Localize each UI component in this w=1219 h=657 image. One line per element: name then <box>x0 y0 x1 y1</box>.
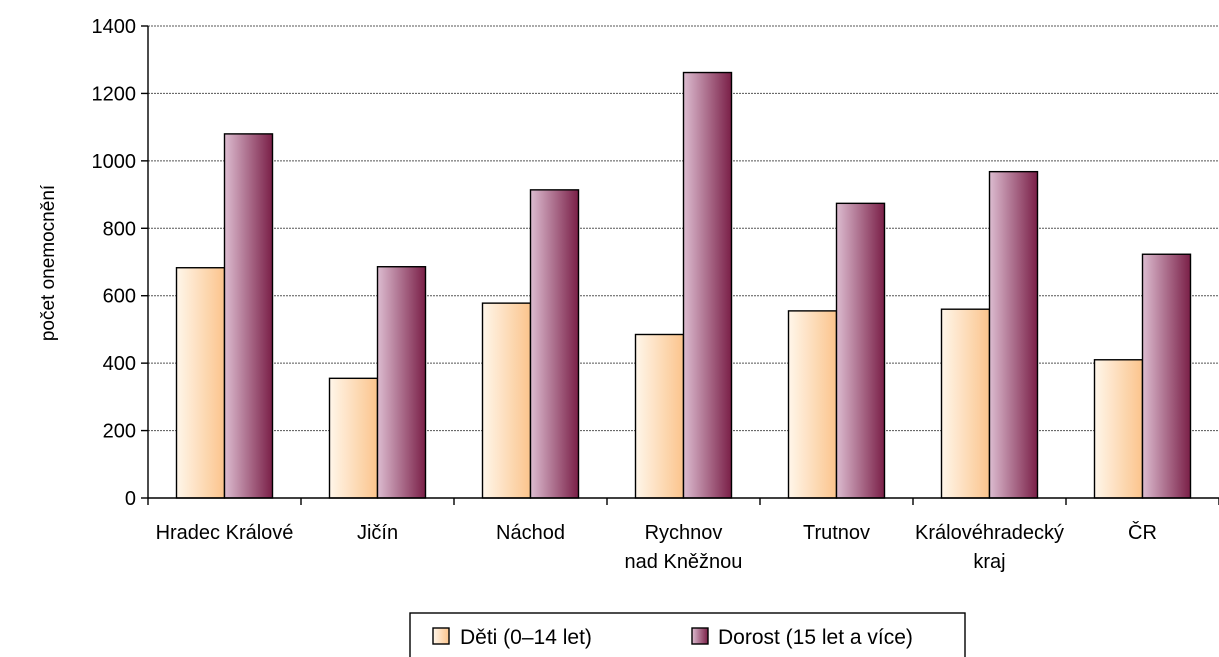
bar-deti <box>481 302 532 499</box>
x-category-label: Trutnov <box>803 522 870 544</box>
bar-deti <box>940 308 991 499</box>
x-category-label: ČR <box>1128 521 1157 544</box>
y-tick-label: 1200 <box>92 83 137 105</box>
legend: Děti (0–14 let) Dorost (15 let a více) <box>409 612 966 657</box>
bar-dorost <box>529 189 580 499</box>
labels: 0 200 400 600 800 1000 1200 1400 Hradec Králové J… <box>92 16 1157 573</box>
y-tick-label: 400 <box>103 353 136 375</box>
bar-dorost <box>835 202 886 499</box>
x-category-label: Rychnov <box>645 522 723 544</box>
x-category-label: Hradec Králové <box>156 522 294 544</box>
bar-deti <box>1093 359 1144 499</box>
bar-dorost <box>223 133 274 499</box>
x-category-label: kraj <box>973 551 1005 573</box>
y-tick-label: 1000 <box>92 151 137 173</box>
bar-dorost <box>1141 253 1192 499</box>
x-category-label: nad Kněžnou <box>625 551 743 573</box>
bars <box>175 71 1192 499</box>
legend-swatch <box>691 627 709 645</box>
bar-deti <box>787 310 838 499</box>
y-tick-label: 200 <box>103 421 136 443</box>
bar-deti <box>175 267 226 499</box>
legend-box <box>409 612 966 657</box>
legend-label: Děti (0–14 let) <box>460 626 592 649</box>
bar-dorost <box>988 170 1039 499</box>
bar-deti <box>634 333 685 499</box>
y-tick-label: 600 <box>103 286 136 308</box>
legend-label: Dorost (15 let a více) <box>718 626 913 649</box>
x-category-label: Královéhradecký <box>915 522 1064 544</box>
bar-dorost <box>682 71 733 499</box>
axes <box>141 25 1219 505</box>
y-axis-title: počet onemocnění <box>38 184 59 341</box>
y-tick-label: 0 <box>125 488 136 510</box>
x-category-label: Náchod <box>496 522 565 544</box>
bar-dorost <box>376 266 427 499</box>
y-tick-label: 800 <box>103 218 136 240</box>
x-category-label: Jičín <box>357 522 398 544</box>
bar-deti <box>328 377 379 499</box>
y-tick-label: 1400 <box>92 16 137 38</box>
legend-swatch <box>432 627 450 645</box>
